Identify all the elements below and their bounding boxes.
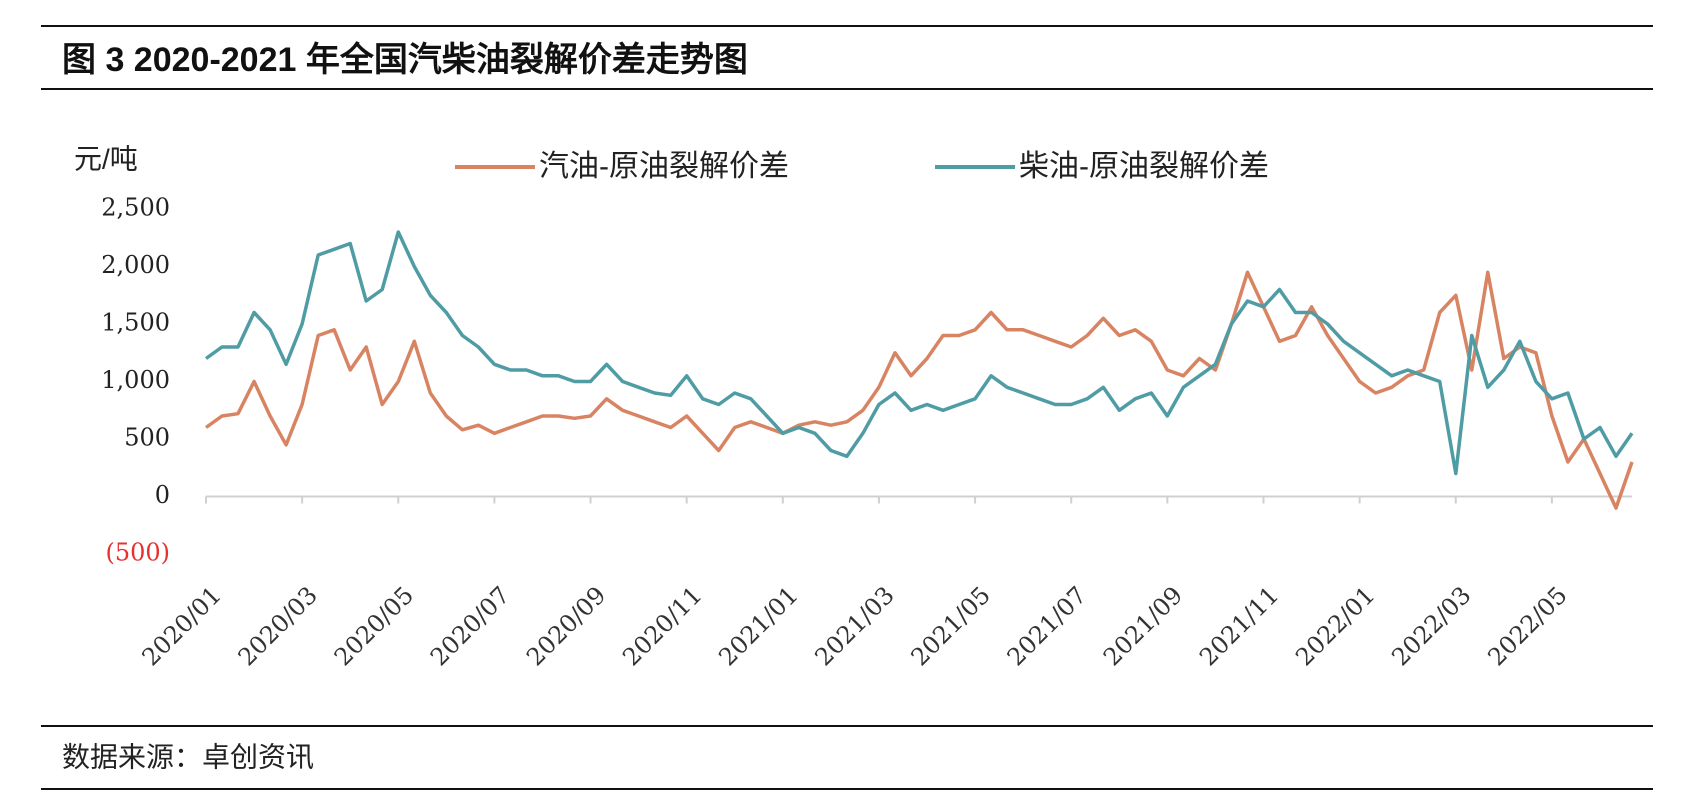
x-tick-label: 2021/07 — [1002, 581, 1092, 671]
x-tick-label: 2020/11 — [617, 581, 707, 671]
x-tick-label: 2020/01 — [137, 581, 227, 671]
x-tick-label: 2021/05 — [906, 581, 996, 671]
x-tick-label: 2020/07 — [425, 581, 515, 671]
x-tick-label: 2021/01 — [713, 581, 803, 671]
x-tick-label: 2022/03 — [1386, 581, 1476, 671]
series-line — [204, 230, 1634, 476]
x-tick-label: 2020/05 — [329, 581, 419, 671]
x-tick-label: 2021/11 — [1194, 581, 1284, 671]
y-tick-label: 500 — [124, 424, 170, 452]
y-tick-label: 1,000 — [101, 366, 170, 394]
x-tick-label: 2022/01 — [1290, 581, 1380, 671]
legend-label: 汽油-原油裂解价差 — [539, 150, 789, 183]
y-axis-label: 元/吨 — [74, 143, 138, 174]
y-tick-label: 0 — [155, 481, 170, 509]
x-tick-label: 2020/09 — [521, 581, 611, 671]
y-tick-label: 2,000 — [101, 251, 170, 279]
chart-title: 图 3 2020-2021 年全国汽柴油裂解价差走势图 — [62, 40, 748, 79]
y-tick-label: (500) — [105, 539, 170, 567]
y-tick-label: 1,500 — [101, 309, 170, 337]
legend-label: 柴油-原油裂解价差 — [1019, 150, 1269, 183]
x-tick-label: 2021/03 — [809, 581, 899, 671]
x-tick-label: 2020/03 — [233, 581, 323, 671]
y-tick-label: 2,500 — [101, 194, 170, 222]
source: 数据来源：卓创资讯 — [62, 741, 314, 772]
x-tick-label: 2022/05 — [1482, 581, 1572, 671]
series-line — [204, 270, 1634, 510]
x-tick-label: 2021/09 — [1098, 581, 1188, 671]
